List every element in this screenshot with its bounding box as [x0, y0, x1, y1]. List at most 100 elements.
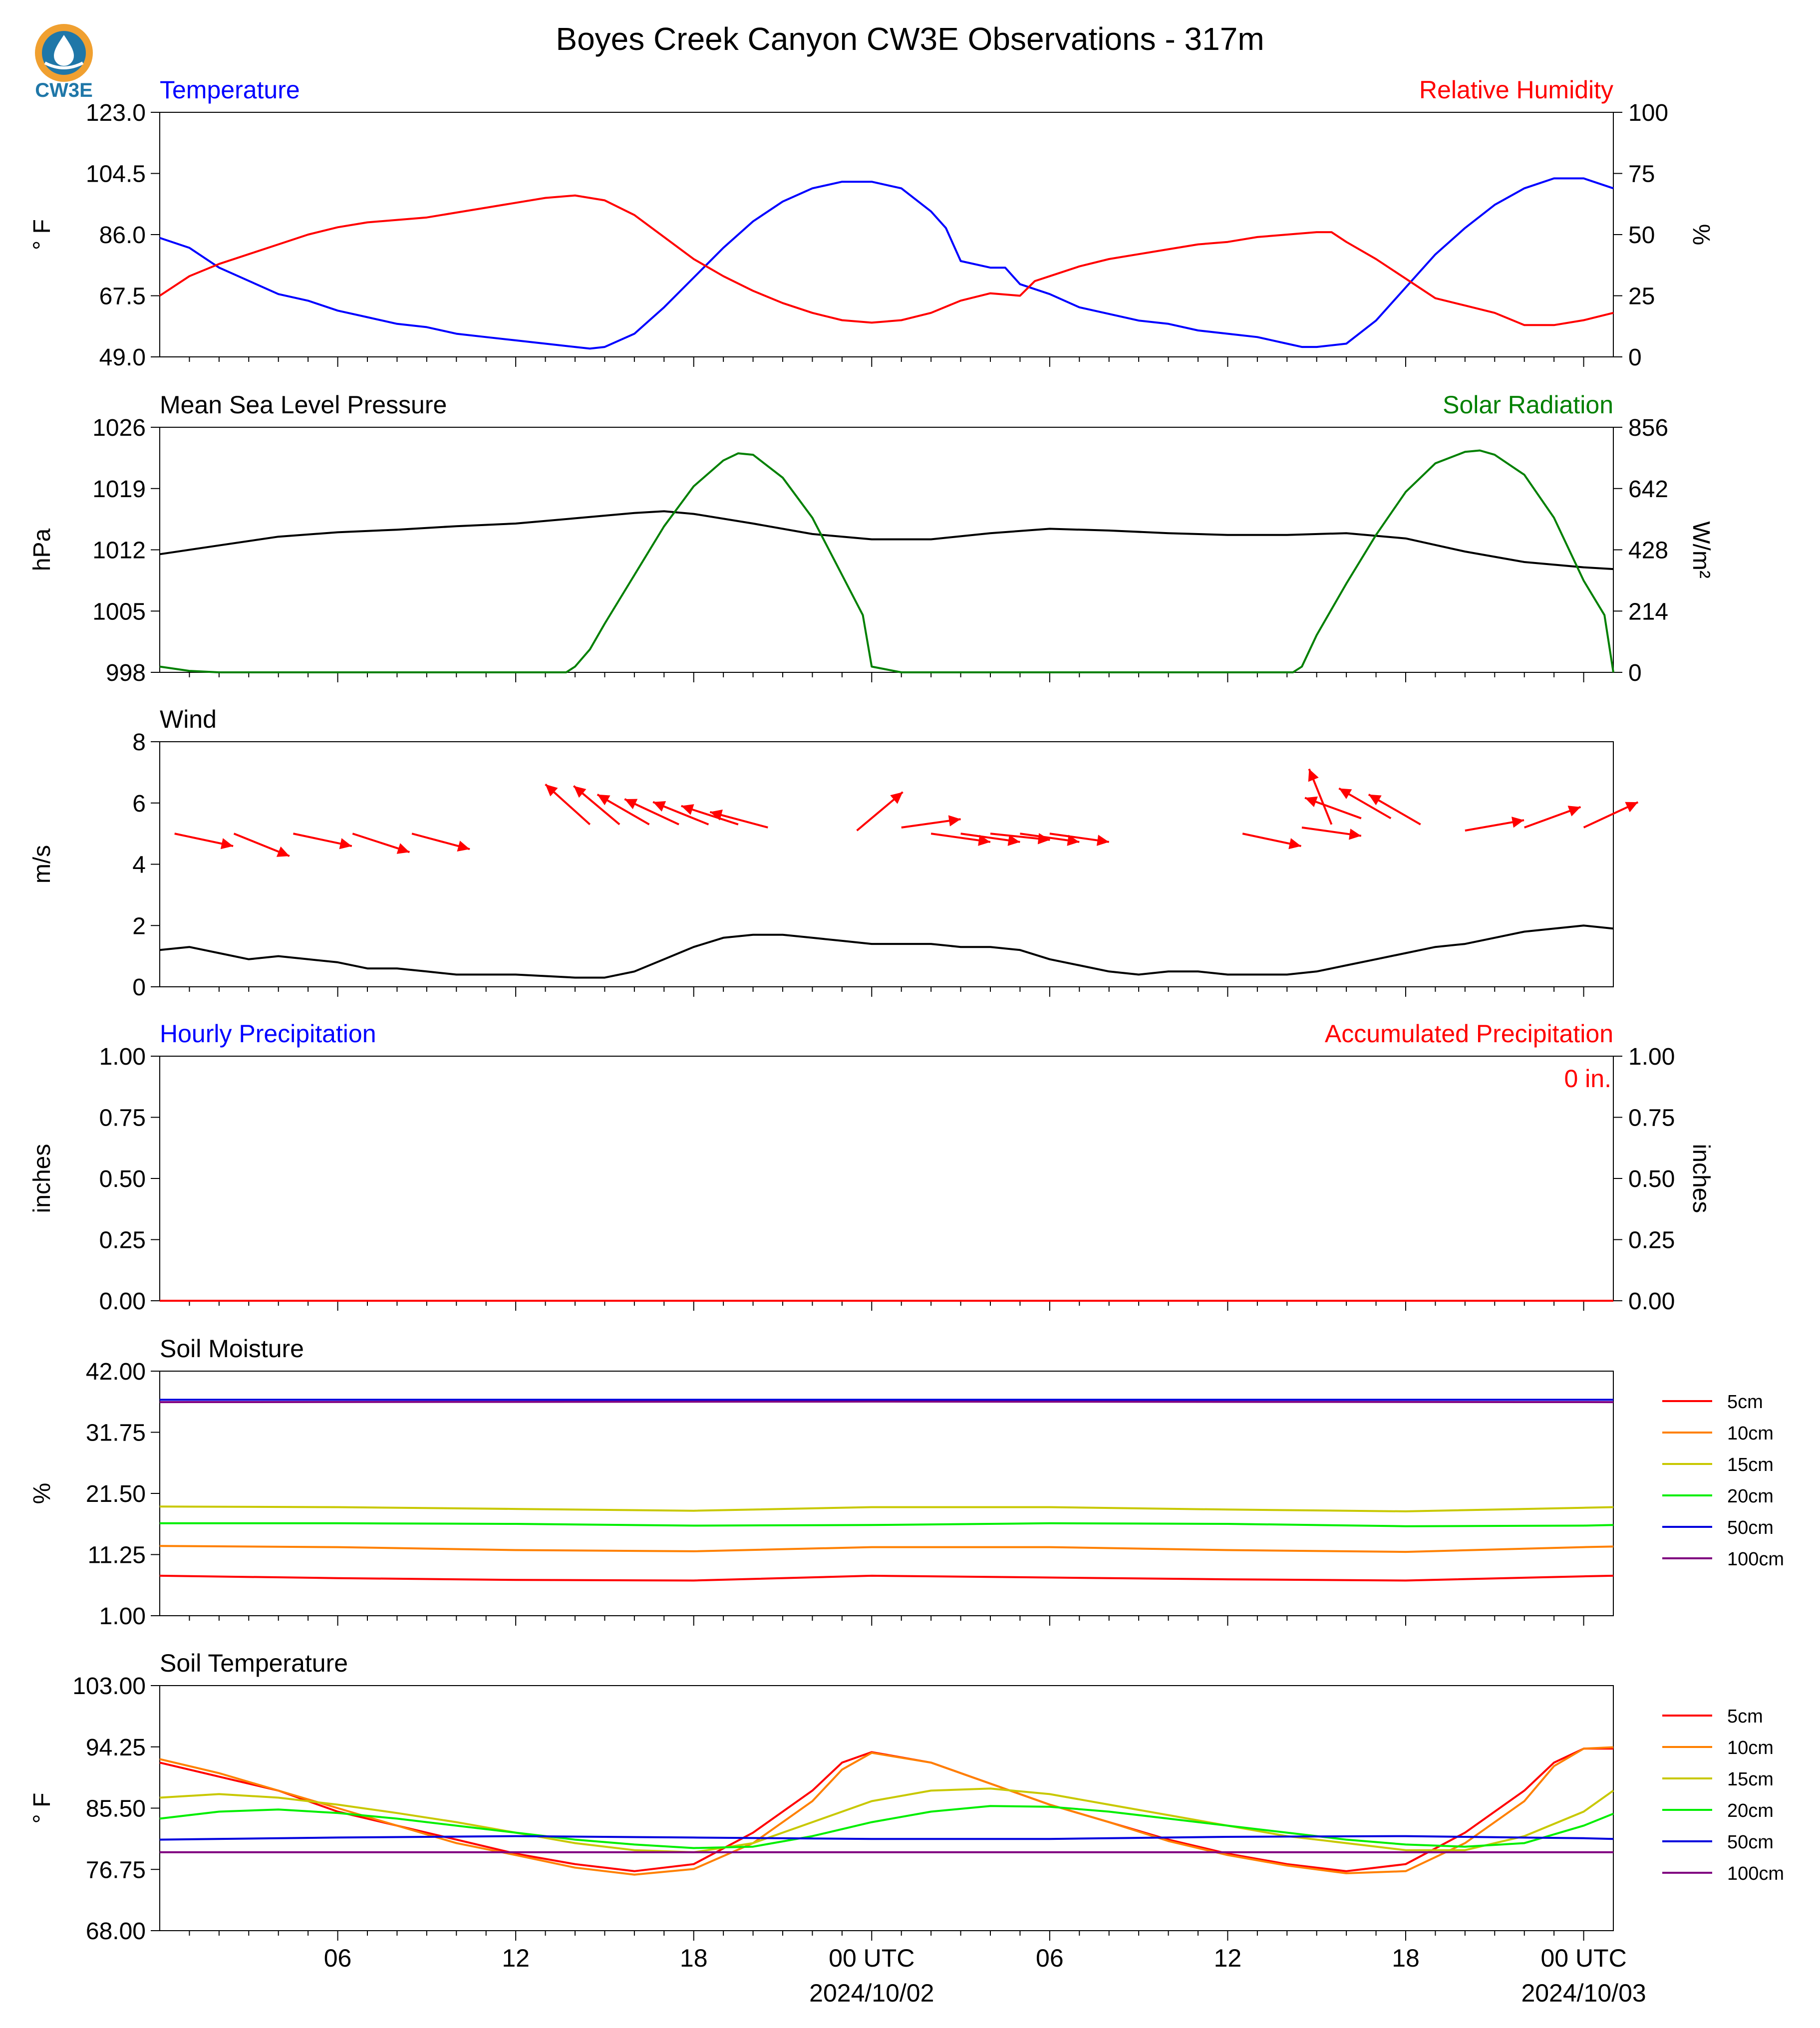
plot-frame	[159, 741, 1614, 987]
wind-arrow-head	[681, 804, 694, 815]
y-tick-label-right: 0.25	[1628, 1227, 1675, 1254]
y-tick-label-right: 0	[1628, 660, 1642, 686]
y-tick-label-right: 428	[1628, 538, 1668, 564]
legend-label: 5cm	[1727, 1392, 1763, 1413]
wind-arrow-head	[653, 801, 666, 812]
series-line-soil_temp-3	[159, 1805, 1614, 1849]
y-axis-label-left: hPa	[29, 528, 55, 571]
x-date-label: 2024/10/02	[809, 1979, 934, 2007]
x-tick-label: 06	[1036, 1944, 1064, 1972]
y-tick-label-right: 0.00	[1628, 1288, 1675, 1315]
x-tick-label: 12	[1214, 1944, 1242, 1972]
y-tick-label-left: 123.0	[86, 100, 146, 126]
legend-label: 10cm	[1727, 1738, 1774, 1758]
y-tick-label-right: 0	[1628, 344, 1642, 371]
panel-title-left: Mean Sea Level Pressure	[160, 391, 447, 419]
y-tick-label-right: 100	[1628, 100, 1668, 126]
y-tick-label-left: 0.00	[99, 1288, 146, 1315]
wind-arrow-head	[396, 843, 410, 854]
legend-label: 10cm	[1727, 1423, 1774, 1444]
panel-soil_temp: 68.00 76.75 85.50 94.25 103.00 Soil Temperatu…	[29, 1649, 1784, 1945]
x-date-label: 2024/10/03	[1521, 1979, 1646, 2007]
wind-arrow-head	[1349, 829, 1361, 840]
y-axis-label-left: ° F	[29, 219, 55, 250]
y-tick-label-left: 0.75	[99, 1105, 146, 1132]
series-line-wind-0	[159, 924, 1614, 979]
panel-soil_moisture: 1.00 11.25 21.50 31.75 42.00 Soil Moisture% 5c…	[29, 1335, 1784, 1630]
y-tick-label-left: 1.00	[99, 1603, 146, 1630]
y-tick-label-left: 0	[132, 974, 146, 1001]
wind-arrow-head	[710, 809, 723, 821]
y-tick-label-right: 0.75	[1628, 1105, 1675, 1132]
wind-arrow-head	[948, 815, 961, 827]
panel-pressure: 998 1005 1012 1019 1026 0 214 428 642 856 Mean Sea…	[29, 391, 1714, 686]
y-axis-label-left: inches	[29, 1144, 55, 1213]
panel-title-left: Temperature	[160, 76, 300, 104]
y-tick-label-left: 8	[132, 729, 146, 756]
y-tick-label-left: 0.50	[99, 1166, 146, 1192]
wind-arrow-head	[1007, 835, 1020, 846]
y-tick-label-left: 85.50	[86, 1796, 146, 1822]
wind-arrow-head	[624, 799, 638, 810]
panel-precip: 0.00 0.25 0.50 0.75 1.00 0.00 0.25 0.50 0.75 1.00…	[29, 1020, 1714, 1315]
chart-title: Boyes Creek Canyon CW3E Observations - 3…	[556, 21, 1264, 57]
y-tick-label-left: 2	[132, 913, 146, 939]
wind-arrow-head	[339, 838, 352, 850]
series-line-temp-1	[159, 194, 1614, 326]
x-axis-labels: 06 12 18 00 UTC 06 12 18 00 UTC 2024/10/02 2024/1…	[324, 1944, 1646, 2007]
x-tick-label: 00 UTC	[1540, 1944, 1626, 1972]
wind-arrow-head	[1067, 835, 1080, 846]
panel-title-right: Solar Radiation	[1443, 391, 1613, 419]
legend-label: 15cm	[1727, 1454, 1774, 1475]
y-tick-label-left: 42.00	[86, 1359, 146, 1385]
panel-wind: 0 2 4 6 8 Wind m/s	[29, 705, 1639, 1001]
wind-arrow-head	[1288, 838, 1301, 850]
wind-arrow-head	[1368, 794, 1382, 806]
y-tick-label-left: 1.00	[99, 1044, 146, 1070]
series-line-pressure-1	[159, 449, 1614, 673]
y-tick-label-right: 642	[1628, 476, 1668, 503]
y-tick-label-left: 0.25	[99, 1227, 146, 1254]
y-tick-label-left: 49.0	[99, 344, 146, 371]
y-tick-label-left: 21.50	[86, 1481, 146, 1507]
panel-temp: 49.0 67.5 86.0 104.5 123.0 0 25 50 75 100 Temperat…	[29, 76, 1714, 371]
wind-arrow-head	[457, 841, 470, 852]
legend-label: 20cm	[1727, 1800, 1774, 1821]
y-tick-label-right: 75	[1628, 161, 1655, 188]
y-tick-label-left: 4	[132, 852, 146, 878]
y-tick-label-left: 1019	[92, 476, 146, 503]
x-tick-label: 00 UTC	[829, 1944, 914, 1972]
y-tick-label-left: 76.75	[86, 1857, 146, 1883]
legend-label: 50cm	[1727, 1517, 1774, 1538]
wind-arrow-head	[1096, 835, 1109, 846]
cw3e-logo: CW3E	[35, 24, 93, 100]
wind-arrow-head	[1512, 817, 1524, 828]
x-tick-label: 06	[324, 1944, 352, 1972]
wind-arrow-head	[1308, 769, 1319, 782]
logo-text: CW3E	[35, 79, 93, 100]
x-tick-label: 18	[1392, 1944, 1420, 1972]
y-axis-label-right: inches	[1688, 1144, 1714, 1213]
x-tick-label: 12	[502, 1944, 530, 1972]
plot-frame	[159, 427, 1614, 673]
plot-frame	[159, 1685, 1614, 1931]
y-tick-label-right: 25	[1628, 284, 1655, 310]
series-line-soil_moisture-0	[159, 1574, 1614, 1582]
legend-label: 5cm	[1727, 1706, 1763, 1727]
wind-arrow-head	[574, 786, 587, 798]
series-line-soil_temp-2	[159, 1787, 1614, 1853]
y-tick-label-right: 0.50	[1628, 1166, 1675, 1192]
y-tick-label-left: 67.5	[99, 284, 146, 310]
y-axis-label-right: W/m²	[1688, 521, 1714, 579]
y-tick-label-left: 104.5	[86, 161, 146, 188]
legend-label: 100cm	[1727, 1863, 1784, 1884]
y-tick-label-right: 856	[1628, 415, 1668, 441]
y-tick-label-left: 1026	[92, 415, 146, 441]
logo-drop-icon	[54, 35, 74, 66]
y-tick-label-left: 998	[106, 660, 146, 686]
accumulated-total: 0 in.	[1564, 1065, 1611, 1093]
y-tick-label-right: 50	[1628, 222, 1655, 249]
wind-arrow-head	[978, 835, 990, 846]
wind-arrow-head	[890, 792, 903, 804]
